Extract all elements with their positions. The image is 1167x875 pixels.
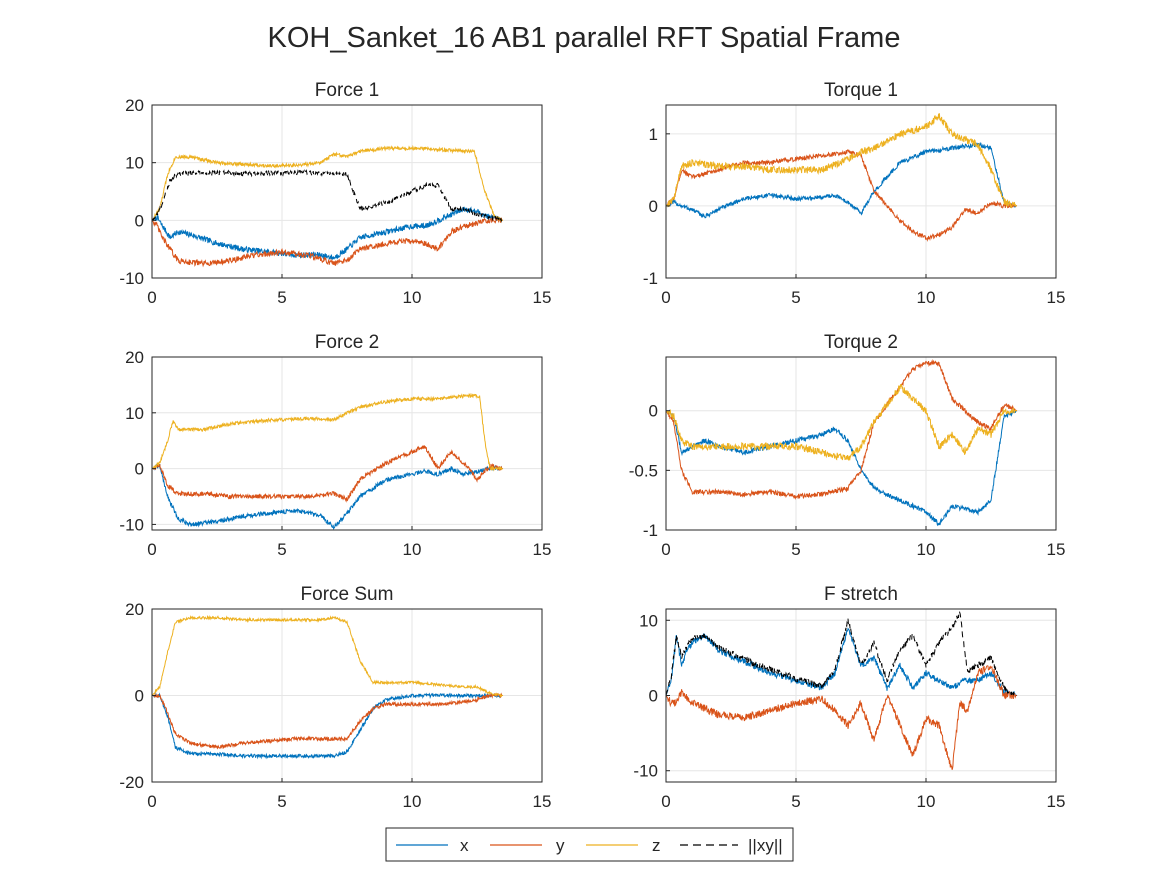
x-tick-label: 0 [661, 792, 670, 811]
x-tick-label: 0 [661, 540, 670, 559]
subplot-title-f-stretch: F stretch [824, 584, 898, 605]
subplot-title-force-1: Force 1 [315, 80, 379, 101]
y-tick-label: 0 [135, 687, 144, 706]
y-tick-label: -10 [119, 515, 144, 534]
x-tick-label: 15 [1047, 288, 1066, 307]
legend-label-xy: ||xy|| [748, 836, 783, 855]
series-line-force-sum-y [152, 692, 503, 750]
legend-label-z: z [652, 836, 661, 855]
x-tick-label: 10 [403, 792, 422, 811]
plot-area-torque-1 [666, 105, 1056, 278]
legend: x y z ||xy|| [385, 827, 794, 862]
series-line-f-stretch-xy [666, 609, 1018, 696]
series-line-torque-2-z [666, 383, 1017, 462]
subplot-title-force-2: Force 2 [315, 332, 379, 353]
legend-label-y: y [556, 836, 565, 855]
series-line-torque-1-z [666, 113, 1018, 209]
series-line-force-2-x [152, 463, 503, 530]
figure-title: KOH_Sanket_16 AB1 parallel RFT Spatial F… [268, 22, 901, 54]
x-tick-label: 5 [791, 792, 800, 811]
plot-area-force-2 [152, 357, 542, 530]
x-tick-label: 5 [277, 288, 286, 307]
subplot-title-torque-2: Torque 2 [824, 332, 898, 353]
x-tick-label: 15 [533, 288, 552, 307]
series-line-force-sum-x [152, 692, 503, 760]
x-tick-label: 15 [1047, 540, 1066, 559]
x-tick-label: 10 [403, 288, 422, 307]
series-line-force-1-z [152, 144, 504, 223]
y-tick-label: 10 [125, 154, 144, 173]
y-tick-label: 10 [125, 404, 144, 423]
series-line-force-2-y [152, 445, 504, 503]
subplot-torque-2: 0 5 10 15 -1 -0.5 0 Torque 2 [629, 332, 1066, 559]
x-tick-label: 5 [791, 288, 800, 307]
y-tick-label: -10 [119, 269, 144, 288]
subplot-title-torque-1: Torque 1 [824, 80, 898, 101]
y-tick-label: -1 [643, 269, 658, 288]
axes-box-force-1 [151, 104, 543, 279]
x-tick-label: 10 [403, 540, 422, 559]
series-line-torque-2-y [666, 359, 1018, 500]
x-tick-label: 15 [533, 540, 552, 559]
subplot-title-force-sum: Force Sum [301, 584, 394, 605]
y-tick-label: -1 [643, 521, 658, 540]
y-tick-label: 0 [649, 402, 658, 421]
series-line-f-stretch-y [666, 665, 1017, 770]
y-tick-label: -20 [119, 773, 144, 792]
y-tick-label: 0 [649, 197, 658, 216]
axes-box-torque-1 [665, 104, 1057, 279]
series-line-force-1-x [152, 206, 504, 260]
series-line-torque-1-x [666, 141, 1018, 219]
y-tick-label: 0 [135, 211, 144, 230]
y-tick-label: 1 [649, 125, 658, 144]
y-tick-label: 20 [125, 600, 144, 619]
y-tick-label: 10 [639, 611, 658, 630]
y-tick-label: -10 [633, 762, 658, 781]
plot-area-torque-2 [666, 357, 1056, 530]
axes-box-torque-2 [665, 356, 1057, 531]
x-tick-label: 0 [147, 288, 156, 307]
axes-box-force-2 [151, 356, 543, 531]
series-line-force-1-y [152, 216, 503, 268]
x-tick-label: 15 [533, 792, 552, 811]
plot-area-force-1 [152, 105, 542, 278]
x-tick-label: 10 [917, 540, 936, 559]
y-tick-label: 20 [125, 348, 144, 367]
x-tick-label: 15 [1047, 792, 1066, 811]
x-tick-label: 5 [277, 792, 286, 811]
x-tick-label: 10 [917, 792, 936, 811]
y-tick-label: 0 [649, 687, 658, 706]
x-tick-label: 5 [277, 540, 286, 559]
y-tick-label: 0 [135, 460, 144, 479]
series-line-force-2-z [152, 392, 503, 472]
x-tick-label: 10 [917, 288, 936, 307]
y-tick-label: 20 [125, 96, 144, 115]
legend-label-x: x [460, 836, 469, 855]
series-line-force-sum-z [152, 614, 504, 698]
x-tick-label: 0 [661, 288, 670, 307]
y-tick-label: -0.5 [629, 461, 658, 480]
x-tick-label: 5 [791, 540, 800, 559]
x-tick-label: 0 [147, 792, 156, 811]
x-tick-label: 0 [147, 540, 156, 559]
series-line-force-1-xy [152, 169, 504, 223]
